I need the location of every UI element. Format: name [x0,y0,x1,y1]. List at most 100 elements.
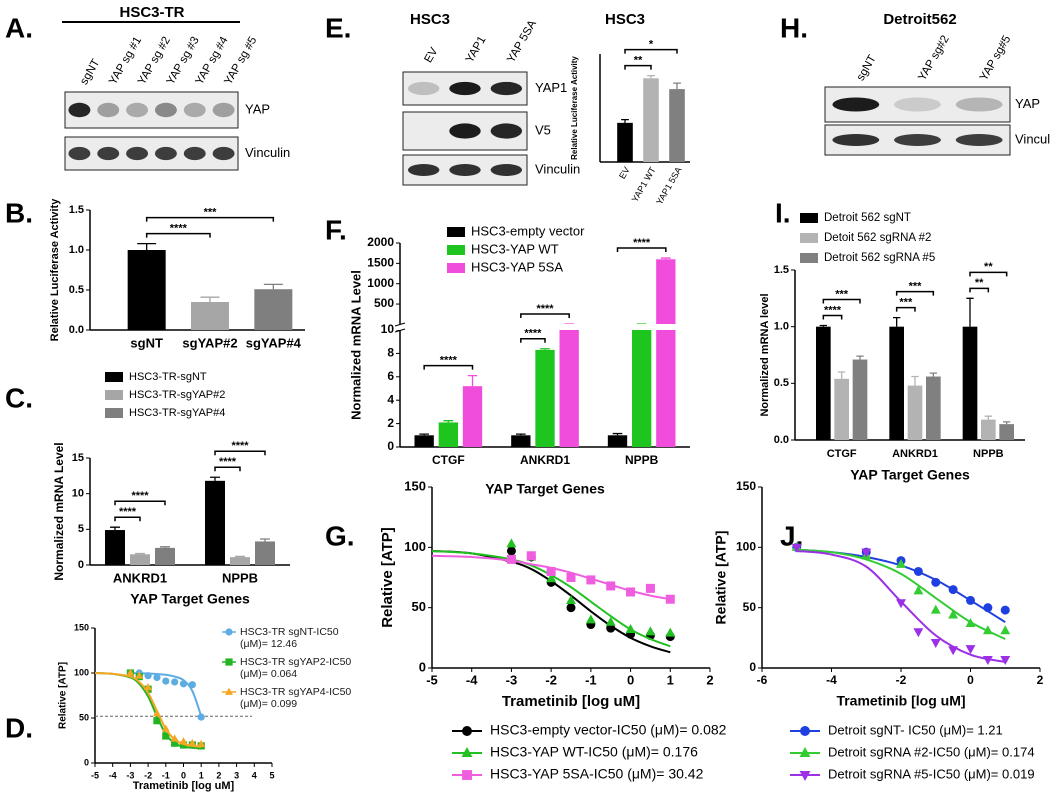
blot-band [955,97,1003,112]
error-bar [1003,421,1011,425]
blot-row-label: Vinculin [1015,131,1050,146]
error-bar [135,552,145,555]
data-point [606,623,616,633]
error-bar [467,374,478,387]
x-tick-label: 1 [667,672,674,687]
panel-label: I. [775,197,791,228]
legend-label: HSC3-TR-sgNT [129,371,207,383]
x-tick-label: 2 [706,672,713,687]
error-bar [911,375,919,386]
error-bar [110,526,120,531]
bar [656,259,676,447]
legend-label: HSC3-YAP 5SA-IC50 (μM)= 30.42 [490,766,704,782]
blot-band [955,134,1003,146]
bar [127,250,166,330]
legend-marker [462,726,472,736]
y-tick-label: 5 [78,523,84,535]
y-tick-label: 150 [736,479,756,493]
blot-band [97,102,120,118]
data-point [1000,625,1011,635]
legend-label: HSC3-empty vector [471,223,585,238]
data-point [930,639,941,649]
data-point [626,587,636,597]
y-tick-label: 150 [404,478,426,493]
legend-label: HSC3-TR sgYAP2-IC50 (μM)= 0.064 [240,656,352,680]
bar [414,435,434,447]
x-tick-label: -1 [162,770,170,780]
x-tick-label: -4 [109,770,117,780]
significance-bracket [895,306,916,312]
significance-label: ** [975,277,984,289]
data-point [526,551,536,561]
x-tick-label: NPPB [625,453,659,467]
y-tick-label: 0 [419,659,426,674]
blot-band [449,123,481,139]
significance-label: **** [633,237,651,249]
y-tick-label: 50 [412,599,426,614]
x-axis-title: YAP Target Genes [850,467,970,483]
bar [462,386,483,447]
blot-band [832,97,880,112]
legend-label: Detroit 562 sgRNA #5 [824,252,935,264]
y-tick-label: 2 [387,416,394,430]
significance-bracket [624,64,652,70]
data-point [188,738,197,747]
y-tick-label: 500 [374,296,394,310]
y-tick-label: 1.0 [774,321,789,333]
legend-swatch [105,408,123,418]
bar [254,289,293,330]
legend-marker [800,726,810,736]
blot-row-label: YAP [245,101,270,116]
error-bar [893,316,901,327]
y-tick-label: 4 [387,392,394,406]
significance-label: **** [524,328,542,340]
data-point [171,739,179,747]
data-point [645,583,655,593]
error-bar [263,283,283,290]
significance-bracket [616,247,667,253]
legend-label: HSC3-empty vector-IC50 (μM)= 0.082 [490,722,727,738]
significance-label: **** [440,355,458,367]
bar [535,349,555,447]
y-tick-label: 100 [74,667,89,677]
blot-band [183,146,206,161]
legend-marker [225,687,233,695]
significance-bracket [145,232,211,238]
significance-bracket [822,314,843,320]
blot-band [407,81,440,96]
x-tick-label: 5 [269,770,274,780]
data-point [966,595,975,605]
data-point [188,681,196,689]
y-tick-label: 150 [74,622,89,632]
significance-label: * [649,39,654,51]
data-point [665,627,676,637]
data-point [135,671,144,679]
chart-title: HSC3 [605,11,645,28]
error-bar [856,355,864,360]
significance-bracket [969,287,990,293]
panel-label: F. [325,214,347,245]
y-axis-title: Relative [ATP] [58,662,69,729]
x-tick-label: CTGF [432,453,465,467]
bar [981,419,996,440]
significance-label: *** [835,288,849,300]
error-bar [621,118,629,123]
legend-label: HSC3-TR-sgYAP#4 [129,407,225,419]
panel-label: H. [780,12,808,43]
x-axis-title: Trametinib [log uM] [502,693,640,710]
data-point [197,739,206,747]
y-tick-label: 1500 [367,256,394,270]
blot-band [490,81,523,96]
bar [962,326,978,440]
y-tick-label: 6 [387,369,394,383]
legend-label: Detroit sgNT- IC50 (μM)= 1.21 [828,722,1003,737]
data-point [506,538,517,548]
data-point [161,724,170,732]
legend-swatch [447,227,465,237]
bar [852,359,868,440]
data-point [791,543,802,553]
bar [607,435,628,447]
significance-label: **** [536,303,554,315]
y-axis-title: Relative [ATP] [379,527,396,628]
error-bar [160,546,170,548]
